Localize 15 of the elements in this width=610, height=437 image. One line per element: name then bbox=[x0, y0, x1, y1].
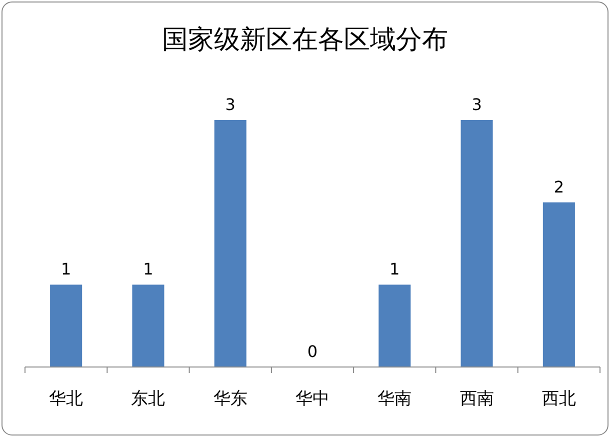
x-tick-label: 西南 bbox=[460, 389, 494, 409]
data-label: 0 bbox=[307, 342, 318, 361]
data-label: 3 bbox=[472, 95, 482, 114]
data-label: 3 bbox=[225, 95, 236, 114]
x-tick-label: 华南 bbox=[378, 389, 412, 409]
x-tick-label: 华中 bbox=[296, 389, 330, 409]
data-label: 1 bbox=[143, 260, 154, 279]
x-tick-label: 东北 bbox=[131, 389, 166, 409]
x-tick-label: 华北 bbox=[49, 389, 84, 409]
x-tick-label: 华东 bbox=[213, 389, 248, 409]
data-label: 1 bbox=[60, 260, 72, 279]
x-tick-label: 西北 bbox=[542, 389, 576, 409]
chart-title: 国家级新区在各区域分布 bbox=[162, 25, 448, 55]
data-label: 2 bbox=[554, 177, 564, 196]
data-label: 1 bbox=[390, 260, 400, 279]
